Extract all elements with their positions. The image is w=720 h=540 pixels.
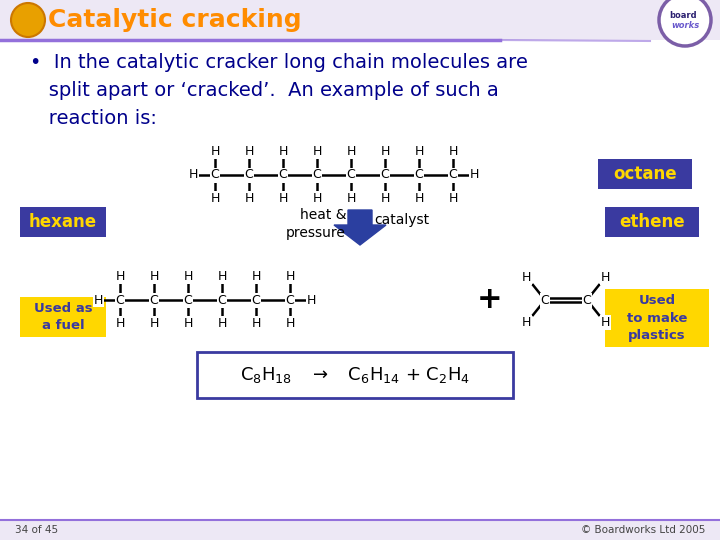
Text: octane: octane [613, 165, 677, 183]
Text: C: C [279, 168, 287, 181]
Text: H: H [601, 316, 611, 329]
Text: H: H [414, 192, 423, 205]
Text: H: H [251, 317, 261, 330]
Text: H: H [279, 192, 288, 205]
Text: H: H [380, 145, 390, 158]
Text: H: H [217, 270, 227, 283]
Text: H: H [285, 317, 294, 330]
Text: H: H [94, 294, 103, 307]
Text: H: H [449, 145, 458, 158]
FancyBboxPatch shape [598, 159, 692, 189]
Text: H: H [449, 192, 458, 205]
Text: H: H [380, 192, 390, 205]
FancyBboxPatch shape [197, 352, 513, 398]
Text: C: C [381, 168, 390, 181]
Polygon shape [334, 210, 386, 245]
Text: H: H [210, 145, 220, 158]
Circle shape [11, 3, 45, 37]
Text: 34 of 45: 34 of 45 [15, 525, 58, 535]
Text: H: H [312, 192, 322, 205]
Text: H: H [346, 192, 356, 205]
Text: H: H [251, 270, 261, 283]
Text: H: H [184, 317, 193, 330]
Text: C: C [312, 168, 321, 181]
Text: Used
to make
plastics: Used to make plastics [627, 294, 687, 341]
Text: C: C [582, 294, 591, 307]
Text: board: board [669, 11, 697, 21]
Text: H: H [307, 294, 316, 307]
Text: ethene: ethene [619, 213, 685, 231]
Text: C: C [245, 168, 253, 181]
Text: H: H [601, 271, 611, 284]
Text: H: H [115, 317, 125, 330]
FancyBboxPatch shape [0, 520, 720, 540]
FancyBboxPatch shape [20, 297, 106, 337]
Text: C: C [286, 294, 294, 307]
Text: hexane: hexane [29, 213, 97, 231]
Text: H: H [244, 145, 253, 158]
Text: C: C [541, 294, 549, 307]
Text: H: H [521, 271, 531, 284]
Text: catalyst: catalyst [374, 213, 429, 227]
Text: C: C [251, 294, 261, 307]
Text: C: C [184, 294, 192, 307]
Text: H: H [189, 168, 198, 181]
Text: H: H [149, 270, 158, 283]
Text: +: + [477, 286, 503, 314]
Text: heat &
pressure: heat & pressure [286, 208, 346, 240]
Text: H: H [346, 145, 356, 158]
Text: •  In the catalytic cracker long chain molecules are
   split apart or ‘cracked’: • In the catalytic cracker long chain mo… [30, 53, 528, 128]
Text: © Boardworks Ltd 2005: © Boardworks Ltd 2005 [580, 525, 705, 535]
Text: H: H [210, 192, 220, 205]
Text: Catalytic cracking: Catalytic cracking [48, 8, 302, 32]
Circle shape [659, 0, 711, 46]
Text: C: C [415, 168, 423, 181]
Text: C: C [217, 294, 226, 307]
Text: C: C [211, 168, 220, 181]
Text: H: H [279, 145, 288, 158]
Text: C: C [449, 168, 457, 181]
Text: H: H [184, 270, 193, 283]
Text: H: H [115, 270, 125, 283]
Text: Used as
a fuel: Used as a fuel [34, 302, 92, 332]
Text: H: H [312, 145, 322, 158]
FancyBboxPatch shape [20, 207, 106, 237]
Text: H: H [414, 145, 423, 158]
Text: H: H [149, 317, 158, 330]
FancyBboxPatch shape [605, 207, 699, 237]
Text: $\mathregular{C_8H_{18}}$   $\mathregular{\rightarrow}$   $\mathregular{C_6H_{14: $\mathregular{C_8H_{18}}$ $\mathregular{… [240, 365, 470, 385]
Text: H: H [470, 168, 480, 181]
Text: H: H [521, 316, 531, 329]
FancyBboxPatch shape [0, 0, 720, 40]
Text: works: works [671, 21, 699, 30]
FancyBboxPatch shape [605, 289, 709, 347]
Text: C: C [346, 168, 356, 181]
Text: C: C [150, 294, 158, 307]
Text: C: C [116, 294, 125, 307]
Text: H: H [285, 270, 294, 283]
Text: H: H [217, 317, 227, 330]
Text: H: H [244, 192, 253, 205]
